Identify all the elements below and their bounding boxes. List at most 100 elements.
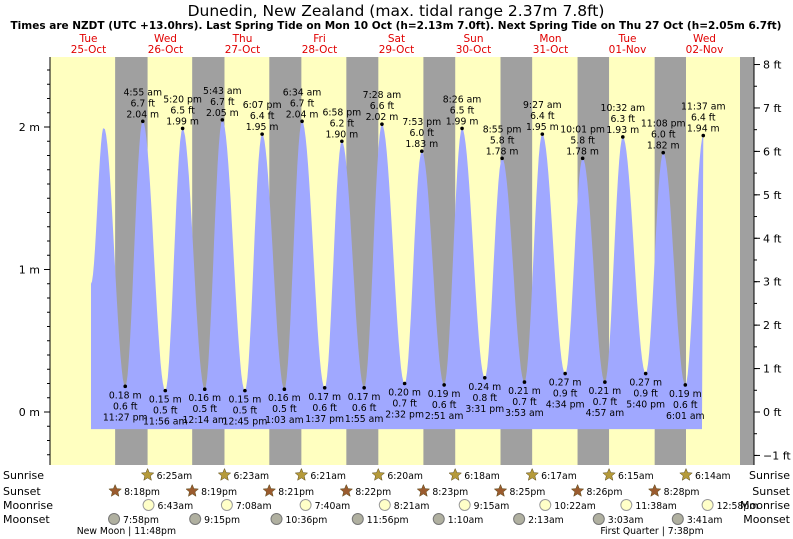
moon-phase-label: New Moon | 11:48pm bbox=[77, 526, 176, 537]
high-tide-feet: 6.7 ft bbox=[290, 98, 315, 109]
low-tide-feet: 0.5 ft bbox=[192, 404, 217, 415]
low-tide-metres: 0.16 m bbox=[188, 393, 221, 404]
row-label-right: Moonrise bbox=[740, 499, 790, 512]
moonrise-time: 12:58pm bbox=[717, 501, 759, 512]
row-label-left: Moonset bbox=[3, 513, 50, 526]
low-tide-metres: 0.16 m bbox=[268, 393, 301, 404]
high-tide-point bbox=[260, 132, 264, 136]
high-tide-point bbox=[340, 139, 344, 144]
low-tide-metres: 0.17 m bbox=[308, 392, 341, 403]
sunrise-time: 6:25am bbox=[157, 471, 193, 482]
low-tide-feet: 0.7 ft bbox=[593, 397, 618, 408]
high-tide-feet: 6.7 ft bbox=[210, 97, 235, 108]
low-tide-feet: 0.6 ft bbox=[673, 400, 698, 411]
moonrise-time: 7:40am bbox=[315, 501, 351, 512]
day-date: 31-Oct bbox=[533, 44, 569, 56]
right-tick-label: 3 ft bbox=[763, 276, 782, 289]
day-name: Mon bbox=[539, 33, 561, 45]
day-name: Wed bbox=[693, 33, 716, 45]
right-tick-label: 5 ft bbox=[763, 189, 782, 202]
high-tide-time: 10:01 pm bbox=[560, 124, 605, 135]
sunrise-time: 6:18am bbox=[464, 471, 500, 482]
high-tide-feet: 6.2 ft bbox=[330, 118, 355, 129]
low-tide-point bbox=[282, 387, 287, 392]
moonset-time: 3:41am bbox=[687, 515, 723, 526]
high-tide-metres: 1.95 m bbox=[246, 122, 279, 133]
moonrise-time: 7:08am bbox=[236, 501, 272, 512]
high-tide-point bbox=[661, 150, 666, 155]
low-tide-time: 1:03 am bbox=[265, 415, 304, 426]
low-tide-point bbox=[563, 371, 567, 376]
sunset-icon bbox=[262, 483, 277, 497]
moonset-icon bbox=[432, 513, 445, 525]
high-tide-time: 4:55 am bbox=[123, 87, 162, 98]
low-tide-point bbox=[643, 371, 648, 376]
high-tide-point bbox=[220, 118, 225, 122]
sunrise-icon bbox=[525, 467, 539, 481]
high-tide-feet: 6.0 ft bbox=[651, 130, 676, 141]
moonset-time: 3:03am bbox=[608, 515, 644, 526]
low-tide-time: 11:56 am bbox=[143, 417, 188, 428]
low-tide-point bbox=[402, 381, 407, 386]
moonrise-icon bbox=[458, 499, 471, 511]
row-label-left: Sunrise bbox=[3, 469, 44, 482]
high-tide-feet: 6.3 ft bbox=[611, 114, 636, 125]
day-date: 28-Oct bbox=[302, 44, 338, 56]
high-tide-point bbox=[419, 149, 424, 154]
sunset-time: 8:28pm bbox=[664, 487, 700, 498]
high-tide-feet: 5.8 ft bbox=[570, 135, 595, 146]
moonset-time: 11:56pm bbox=[367, 515, 409, 526]
high-tide-time: 5:43 am bbox=[203, 86, 242, 97]
low-tide-feet: 0.5 ft bbox=[272, 404, 297, 415]
sunrise-time: 6:17am bbox=[541, 471, 577, 482]
low-tide-feet: 0.5 ft bbox=[233, 406, 258, 417]
low-tide-time: 11:27 pm bbox=[103, 412, 148, 423]
low-tide-metres: 0.21 m bbox=[589, 386, 622, 397]
high-tide-point bbox=[500, 156, 504, 161]
row-label-left: Sunset bbox=[3, 485, 41, 498]
day-name: Thu bbox=[232, 33, 253, 45]
day-name: Wed bbox=[154, 33, 177, 45]
sunrise-icon bbox=[371, 467, 386, 481]
day-name: Fri bbox=[313, 33, 326, 45]
sunrise-time: 6:20am bbox=[387, 471, 423, 482]
low-tide-time: 1:37 pm bbox=[305, 414, 344, 425]
high-tide-feet: 6.0 ft bbox=[410, 128, 435, 139]
low-tide-metres: 0.24 m bbox=[468, 382, 501, 393]
row-label-right: Sunrise bbox=[749, 469, 790, 482]
high-tide-time: 5:20 pm bbox=[163, 94, 202, 105]
right-tick-label: −1 ft bbox=[763, 449, 791, 462]
high-tide-point bbox=[300, 119, 304, 124]
sunrise-time: 6:23am bbox=[233, 471, 269, 482]
moonset-icon bbox=[108, 513, 121, 525]
low-tide-feet: 0.6 ft bbox=[352, 403, 377, 414]
day-name: Sun bbox=[464, 33, 484, 45]
moonrise-icon bbox=[378, 499, 391, 511]
right-tick-label: 2 ft bbox=[763, 319, 782, 332]
low-tide-metres: 0.21 m bbox=[508, 386, 541, 397]
high-tide-metres: 1.82 m bbox=[647, 141, 680, 152]
moonset-icon bbox=[671, 513, 684, 525]
high-tide-time: 9:27 am bbox=[523, 100, 562, 111]
low-tide-time: 12:14 am bbox=[182, 415, 227, 426]
moonset-icon bbox=[592, 513, 605, 525]
high-tide-metres: 1.94 m bbox=[687, 124, 720, 135]
sunset-time: 8:18pm bbox=[124, 487, 160, 498]
sunset-icon bbox=[647, 483, 662, 497]
sunset-time: 8:21pm bbox=[278, 487, 314, 498]
row-label-right: Sunset bbox=[752, 485, 790, 498]
low-tide-metres: 0.19 m bbox=[669, 389, 702, 400]
high-tide-time: 7:28 am bbox=[363, 90, 402, 101]
moonrise-icon bbox=[701, 499, 714, 511]
right-tick-label: 6 ft bbox=[763, 145, 782, 158]
low-tide-metres: 0.20 m bbox=[388, 388, 421, 399]
sunrise-icon bbox=[217, 467, 232, 481]
high-tide-metres: 2.02 m bbox=[366, 112, 399, 123]
high-tide-time: 8:26 am bbox=[443, 94, 482, 105]
sunset-icon bbox=[185, 483, 200, 497]
low-tide-metres: 0.18 m bbox=[109, 390, 142, 401]
right-tick-label: 0 ft bbox=[763, 406, 782, 419]
high-tide-point bbox=[180, 126, 185, 131]
sunset-icon bbox=[339, 483, 354, 497]
